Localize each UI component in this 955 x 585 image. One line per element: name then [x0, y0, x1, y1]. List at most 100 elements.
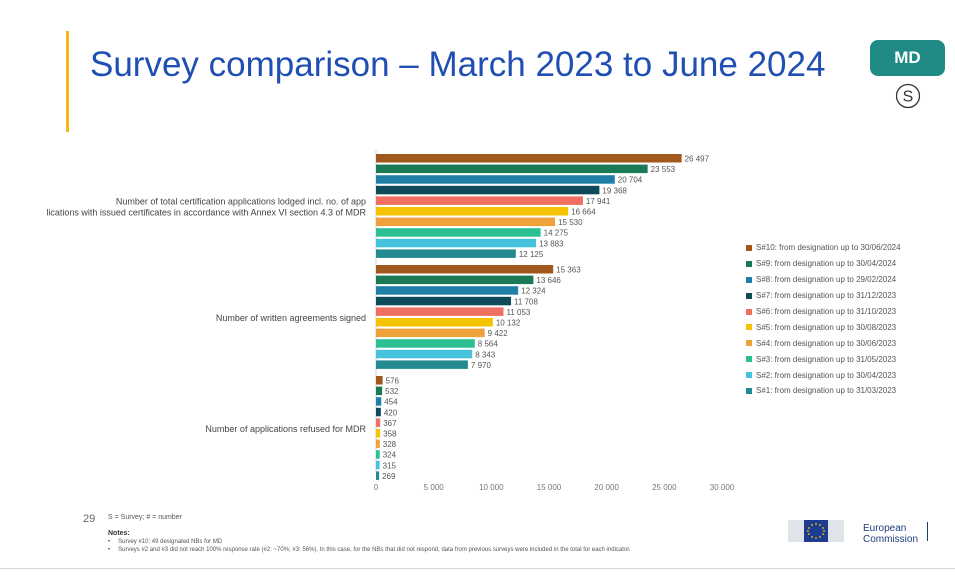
legend-label: S#3: from designation up to 31/05/2023 [756, 354, 897, 364]
bar [376, 207, 569, 216]
legend-item: S#4: from designation up to 30/06/2023 [746, 335, 901, 351]
data-label: 13 883 [539, 239, 564, 248]
circled-s-icon: S [895, 83, 921, 109]
bar [376, 275, 534, 285]
legend-item: S#10: from designation up to 30/06/2024 [746, 240, 901, 256]
page-number: 29 [83, 513, 96, 525]
bar [376, 154, 682, 163]
bar [376, 407, 381, 417]
data-label: 367 [383, 419, 397, 428]
legend-swatch [746, 308, 752, 315]
legend-swatch [746, 292, 752, 299]
data-label: 9 422 [488, 329, 509, 338]
bar [376, 471, 380, 480]
bar [376, 228, 541, 237]
data-label: 315 [383, 461, 397, 470]
x-tick-label: 30 000 [710, 483, 735, 492]
legend-item: S#1: from designation up to 31/03/2023 [746, 383, 901, 399]
bar [376, 439, 380, 449]
circled-s-letter: S [903, 89, 914, 106]
x-tick-label: 15 000 [537, 483, 562, 492]
data-label: 269 [382, 472, 396, 481]
bar [376, 460, 380, 470]
legend-label: S#9: from designation up to 30/04/2024 [756, 259, 897, 269]
legend-swatch [746, 276, 752, 283]
data-label: 532 [385, 387, 399, 396]
legend-swatch [746, 260, 752, 267]
legend-label: S#5: from designation up to 30/08/2023 [756, 322, 897, 332]
legend-item: S#7: from designation up to 31/12/2023 [746, 288, 901, 304]
data-label: 23 553 [651, 165, 676, 174]
bar [376, 339, 475, 348]
data-label: 26 497 [685, 155, 710, 164]
legend-label: S#1: from designation up to 31/03/2023 [756, 386, 897, 396]
bar [376, 196, 583, 205]
md-badge: MD [870, 40, 945, 76]
category-label: Number of total certification applicatio… [46, 197, 366, 218]
bar [376, 360, 468, 369]
legend-swatch [746, 340, 752, 347]
data-label: 19 368 [602, 186, 627, 195]
data-label: 358 [383, 430, 397, 439]
legend-label: S#10: from designation up to 30/06/2024 [756, 243, 901, 253]
bar [376, 286, 519, 295]
legend-swatch [746, 324, 752, 331]
bar [376, 185, 600, 195]
legend-label: S#6: from designation up to 31/10/2023 [756, 307, 897, 316]
category-label-line: Number of written agreements signed [216, 313, 366, 323]
org-line-2: Commission [863, 534, 919, 545]
bar [376, 164, 648, 174]
bar [376, 318, 493, 327]
category-label-line: Number of applications refused for MDR [205, 424, 366, 434]
data-label: 420 [384, 408, 398, 417]
bar [376, 238, 537, 248]
data-label: 10 132 [496, 319, 521, 328]
notes-title: Notes: [108, 530, 130, 537]
data-label: 20 704 [618, 176, 643, 185]
bar [376, 175, 615, 184]
data-label: 454 [384, 398, 398, 407]
x-tick-label: 25 000 [652, 483, 677, 492]
legend-item: S#8: from designation up to 29/02/2024 [746, 272, 901, 288]
x-tick-label: 5 000 [424, 483, 445, 492]
data-label: 11 053 [506, 308, 530, 317]
category-label-line: lications with issued certificates in ac… [46, 208, 366, 218]
bar [376, 296, 512, 306]
x-tick-label: 20 000 [594, 483, 619, 492]
data-label: 13 646 [536, 276, 561, 285]
slide-title: Survey comparison – March 2023 to June 2… [90, 45, 826, 84]
data-label: 14 275 [544, 229, 569, 238]
abbreviation-note: S = Survey; # = number [108, 514, 182, 521]
data-label: 15 530 [558, 218, 583, 227]
bar [376, 249, 516, 258]
european-commission-name: European Commission [863, 523, 918, 545]
data-label: 576 [386, 377, 400, 386]
legend-swatch [746, 356, 752, 363]
x-tick-label: 0 [374, 483, 379, 492]
legend-item: S#2: from designation up to 30/04/2023 [746, 367, 901, 383]
note-item: Surveys #2 and #3 did not reach 100% res… [108, 546, 630, 554]
data-label: 8 564 [478, 340, 499, 349]
bar [376, 376, 383, 385]
data-label: 328 [383, 440, 397, 449]
org-line-1: European [863, 523, 907, 534]
data-label: 15 363 [556, 266, 581, 275]
legend-swatch [746, 244, 752, 251]
legend-label: S#2: from designation up to 30/04/2023 [756, 370, 897, 380]
x-tick-label: 10 000 [479, 483, 504, 492]
note-item: Survey #10: 49 designated NBs for MD [108, 538, 631, 546]
bottom-divider [0, 568, 955, 569]
legend-label: S#4: from designation up to 30/06/2023 [756, 338, 897, 348]
data-label: 16 664 [571, 208, 596, 217]
legend-item: S#6: from designation up to 31/10/2023 [746, 304, 901, 320]
title-accent-line [66, 31, 69, 132]
category-label-line: Number of total certification applicatio… [116, 197, 366, 207]
category-label: Number of written agreements signed [216, 313, 366, 323]
bar [376, 386, 383, 396]
data-label: 17 941 [586, 197, 611, 206]
data-label: 324 [383, 451, 397, 460]
data-label: 11 708 [514, 297, 538, 306]
legend-item: S#9: from designation up to 30/04/2024 [746, 256, 901, 272]
data-label: 12 324 [521, 287, 546, 296]
data-label: 7 970 [471, 361, 492, 370]
